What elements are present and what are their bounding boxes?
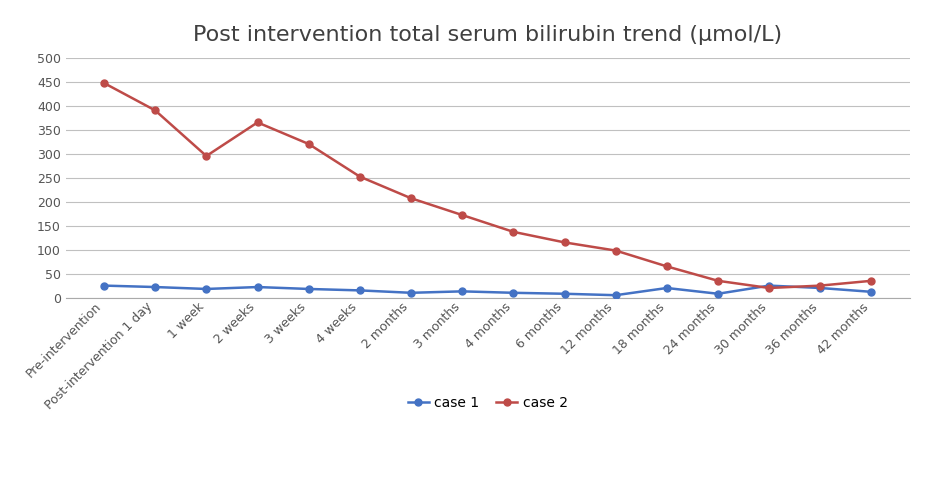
case 2 xyxy=(815,283,826,288)
case 2 xyxy=(303,141,314,147)
case 1 xyxy=(252,284,264,290)
case 1 xyxy=(507,290,519,296)
case 2 xyxy=(355,174,366,180)
Legend: case 1, case 2: case 1, case 2 xyxy=(402,390,573,416)
case 1 xyxy=(405,290,416,296)
case 2 xyxy=(457,212,468,218)
case 1 xyxy=(457,288,468,294)
case 1 xyxy=(559,291,570,297)
case 2 xyxy=(610,248,621,253)
case 2 xyxy=(661,264,673,269)
case 2 xyxy=(866,278,877,284)
case 1 xyxy=(866,289,877,295)
case 2 xyxy=(559,240,570,245)
case 1 xyxy=(610,292,621,298)
case 1 xyxy=(355,288,366,293)
case 2 xyxy=(764,285,775,291)
case 1 xyxy=(661,285,673,291)
Line: case 2: case 2 xyxy=(100,80,875,291)
case 1 xyxy=(764,283,775,288)
case 1 xyxy=(303,286,314,292)
case 2 xyxy=(149,108,160,113)
Line: case 1: case 1 xyxy=(100,282,875,299)
case 2 xyxy=(405,195,416,201)
case 2 xyxy=(201,153,212,159)
case 2 xyxy=(252,120,264,125)
case 2 xyxy=(712,278,723,284)
case 1 xyxy=(815,285,826,291)
Title: Post intervention total serum bilirubin trend (μmol/L): Post intervention total serum bilirubin … xyxy=(193,25,782,45)
case 2 xyxy=(507,229,519,235)
case 1 xyxy=(201,286,212,292)
case 1 xyxy=(712,291,723,297)
case 1 xyxy=(149,284,160,290)
case 2 xyxy=(98,80,110,86)
case 1 xyxy=(98,283,110,288)
